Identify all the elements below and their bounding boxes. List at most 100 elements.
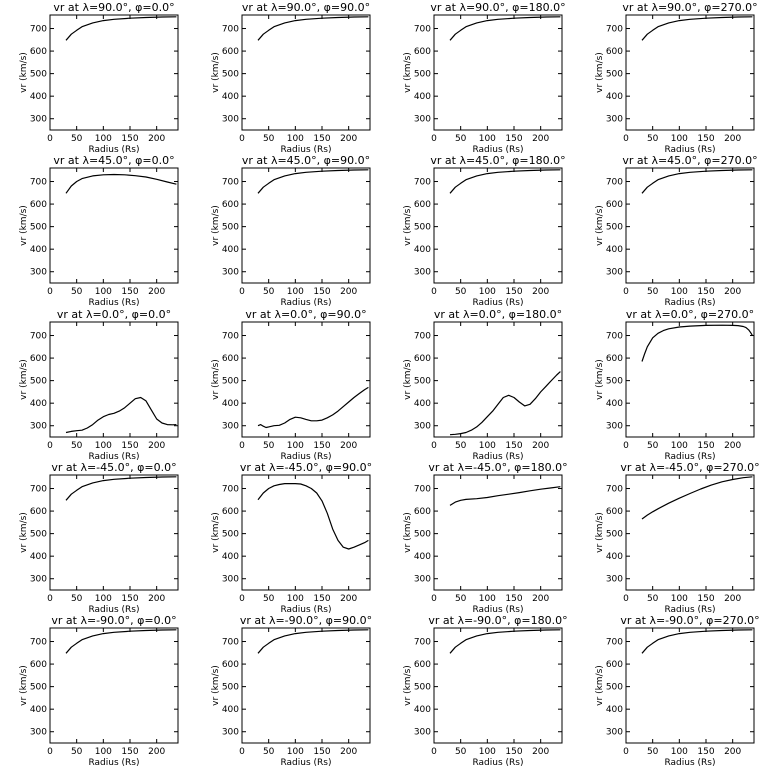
y-tick-label: 300	[606, 115, 623, 125]
y-tick-label: 300	[414, 728, 431, 738]
x-tick-label: 0	[47, 287, 53, 297]
plot-frame	[625, 321, 755, 438]
x-tick-label: 200	[724, 287, 741, 297]
x-tick-label: 200	[532, 134, 549, 144]
y-tick-label: 300	[414, 422, 431, 432]
panel-title: vr at λ=-90.0°, φ=0.0°	[51, 614, 176, 627]
x-tick-label: 150	[121, 441, 138, 451]
y-tick-label: 600	[222, 47, 239, 57]
x-tick-label: 200	[532, 747, 549, 757]
x-tick-label: 0	[431, 287, 437, 297]
y-tick-label: 400	[30, 92, 47, 102]
y-tick-label: 300	[222, 268, 239, 278]
plot-frame	[241, 627, 371, 744]
panel-9: vr at λ=0.0°, φ=0.0° 0 50 100 150 200 300 400 50…	[19, 308, 179, 462]
y-tick-label: 400	[222, 92, 239, 102]
panel-title: vr at λ=45.0°, φ=0.0°	[53, 154, 174, 167]
panel-1: vr at λ=90.0°, φ=0.0° 0 50 100 150 200 300 400 5…	[19, 1, 179, 155]
panel-5: vr at λ=45.0°, φ=0.0° 0 50 100 150 200 300 400 5…	[19, 154, 179, 308]
x-axis-label: Radius (Rs)	[472, 145, 523, 155]
x-tick-label: 50	[647, 747, 659, 757]
y-axis-label: vr (km/s)	[211, 359, 221, 400]
series-line	[449, 629, 561, 654]
x-axis-label: Radius (Rs)	[664, 452, 715, 462]
y-tick-label: 400	[414, 245, 431, 255]
x-tick-label: 200	[340, 441, 357, 451]
x-tick-label: 0	[47, 441, 53, 451]
y-tick-label: 400	[414, 92, 431, 102]
y-tick-label: 300	[414, 268, 431, 278]
y-tick-label: 500	[606, 223, 623, 233]
x-tick-label: 50	[263, 134, 275, 144]
x-tick-label: 0	[623, 747, 629, 757]
panel-title: vr at λ=90.0°, φ=180.0°	[430, 1, 565, 14]
y-axis-label: vr (km/s)	[19, 665, 29, 706]
panel-title: vr at λ=0.0°, φ=90.0°	[245, 308, 366, 321]
y-tick-label: 500	[30, 70, 47, 80]
x-tick-label: 200	[724, 747, 741, 757]
y-tick-label: 700	[222, 638, 239, 648]
y-tick-label: 500	[30, 530, 47, 540]
panel-title: vr at λ=-90.0°, φ=180.0°	[428, 614, 567, 627]
x-tick-label: 200	[148, 747, 165, 757]
plot-frame	[433, 474, 563, 591]
x-axis-label: Radius (Rs)	[472, 452, 523, 462]
panel-title: vr at λ=45.0°, φ=90.0°	[242, 154, 370, 167]
x-tick-label: 150	[505, 594, 522, 604]
x-tick-label: 100	[671, 134, 688, 144]
x-tick-label: 200	[724, 134, 741, 144]
x-axis-label: Radius (Rs)	[280, 605, 331, 615]
panel-3: vr at λ=90.0°, φ=180.0° 0 50 100 150 200 300 40…	[403, 1, 566, 155]
x-tick-label: 100	[479, 594, 496, 604]
x-axis-label: Radius (Rs)	[664, 758, 715, 768]
x-tick-label: 100	[95, 594, 112, 604]
x-tick-label: 100	[479, 441, 496, 451]
panel-12: vr at λ=0.0°, φ=270.0° 0 50 100 150 200 300 400…	[595, 308, 755, 462]
y-axis-label: vr (km/s)	[403, 665, 413, 706]
x-tick-label: 100	[287, 441, 304, 451]
series-line	[257, 629, 369, 654]
x-tick-label: 150	[697, 747, 714, 757]
x-tick-label: 200	[340, 747, 357, 757]
plot-frame	[49, 321, 179, 438]
x-tick-label: 50	[71, 441, 83, 451]
x-tick-label: 0	[239, 747, 245, 757]
y-tick-label: 500	[414, 530, 431, 540]
x-tick-label: 200	[532, 287, 549, 297]
x-tick-label: 150	[505, 134, 522, 144]
series-line	[641, 169, 753, 194]
x-tick-label: 150	[697, 594, 714, 604]
y-tick-label: 300	[222, 575, 239, 585]
x-axis-label: Radius (Rs)	[88, 298, 139, 308]
x-tick-label: 150	[505, 287, 522, 297]
panel-2: vr at λ=90.0°, φ=90.0° 0 50 100 150 200 300 400…	[211, 1, 371, 155]
plot-frame	[49, 14, 179, 131]
y-axis-label: vr (km/s)	[19, 359, 29, 400]
panel-15: vr at λ=-45.0°, φ=180.0° 0 50 100 150 200 300 4…	[403, 461, 568, 615]
panel-title: vr at λ=-45.0°, φ=0.0°	[51, 461, 176, 474]
x-tick-label: 0	[623, 594, 629, 604]
plot-frame	[49, 474, 179, 591]
y-tick-label: 500	[222, 377, 239, 387]
y-tick-label: 700	[606, 638, 623, 648]
y-tick-label: 500	[30, 223, 47, 233]
x-tick-label: 150	[313, 441, 330, 451]
x-axis-label: Radius (Rs)	[472, 605, 523, 615]
x-axis-label: Radius (Rs)	[664, 605, 715, 615]
y-axis-label: vr (km/s)	[403, 205, 413, 246]
x-tick-label: 100	[671, 594, 688, 604]
x-tick-label: 50	[455, 594, 467, 604]
y-tick-label: 300	[606, 422, 623, 432]
x-tick-label: 50	[647, 134, 659, 144]
y-tick-label: 400	[222, 552, 239, 562]
panel-title: vr at λ=-90.0°, φ=90.0°	[240, 614, 372, 627]
plot-frame	[433, 627, 563, 744]
y-tick-label: 400	[414, 705, 431, 715]
y-tick-label: 600	[30, 507, 47, 517]
x-axis-label: Radius (Rs)	[664, 145, 715, 155]
plot-frame	[433, 167, 563, 284]
y-tick-label: 600	[222, 200, 239, 210]
y-tick-label: 300	[222, 115, 239, 125]
y-tick-label: 700	[222, 332, 239, 342]
